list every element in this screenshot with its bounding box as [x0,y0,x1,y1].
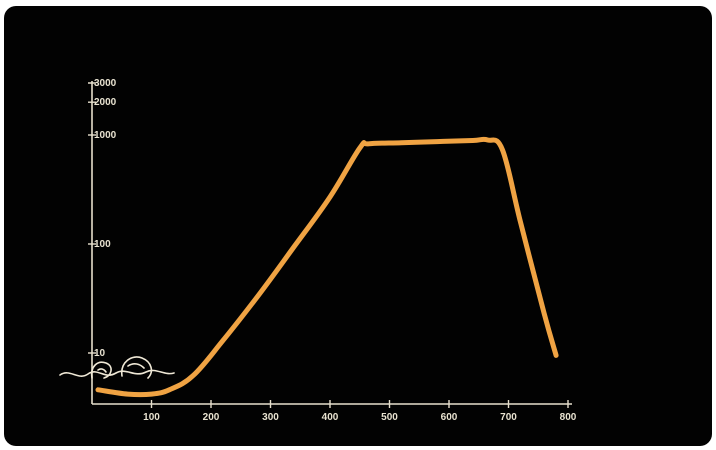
doodle-eye [97,368,107,373]
x-tick-label: 200 [203,412,220,423]
creature-doodle [59,356,175,379]
x-tick-label: 800 [560,412,577,423]
chart-frame: 100 200 300 400 500 600 700 800 10 100 1000 2000 300… [4,6,712,446]
doodle-detail [127,363,145,369]
doodle-head [90,361,112,379]
doodle-wave [59,369,175,377]
y-tick-label: 3000 [94,78,117,89]
x-tick-label: 700 [500,412,517,423]
line-chart: 100 200 300 400 500 600 700 800 10 100 1000 2000 300… [59,78,577,423]
doodle-body [121,356,153,379]
x-tick-label: 400 [322,412,339,423]
y-tick-label: 1000 [94,130,117,141]
x-tick-label: 100 [143,412,160,423]
x-tick-label: 300 [262,412,279,423]
x-tick-label: 500 [381,412,398,423]
y-tick-label: 100 [94,239,111,250]
y-tick-label: 2000 [94,97,117,108]
series-line [95,136,559,398]
x-tick-label: 600 [441,412,458,423]
y-tick-label: 10 [94,348,106,359]
